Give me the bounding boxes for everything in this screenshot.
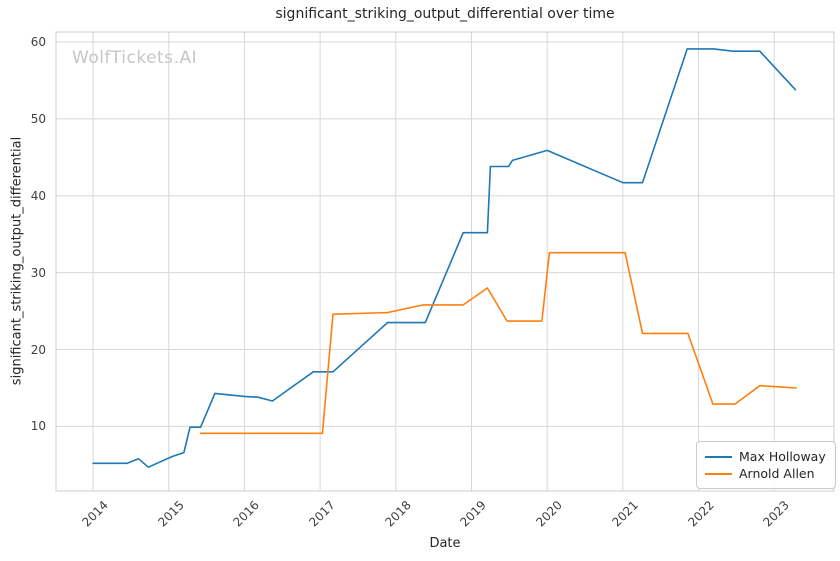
legend-label-arnold-allen: Arnold Allen	[739, 466, 815, 481]
series-line-max-holloway	[92, 48, 797, 469]
chart-title: significant_striking_output_differential…	[275, 6, 615, 22]
legend-line-swatch-orange	[705, 472, 732, 475]
series-line-arnold-allen	[199, 251, 798, 435]
y-tick-label: 50	[30, 111, 46, 126]
legend-item-max-holloway: Max Holloway	[705, 448, 826, 465]
legend: Max Holloway Arnold Allen	[696, 441, 836, 489]
y-tick-label: 60	[30, 34, 46, 49]
plot-border	[55, 31, 835, 492]
y-tick-label: 10	[30, 419, 46, 434]
legend-item-arnold-allen: Arnold Allen	[705, 465, 826, 482]
legend-line-swatch-blue	[705, 455, 732, 458]
watermark: WolfTickets.AI	[72, 48, 198, 68]
x-axis-label: Date	[429, 536, 461, 551]
y-tick-label: 30	[30, 265, 46, 280]
legend-label-max-holloway: Max Holloway	[739, 449, 826, 464]
y-tick-label: 20	[30, 342, 46, 357]
y-tick-label: 40	[30, 188, 46, 203]
